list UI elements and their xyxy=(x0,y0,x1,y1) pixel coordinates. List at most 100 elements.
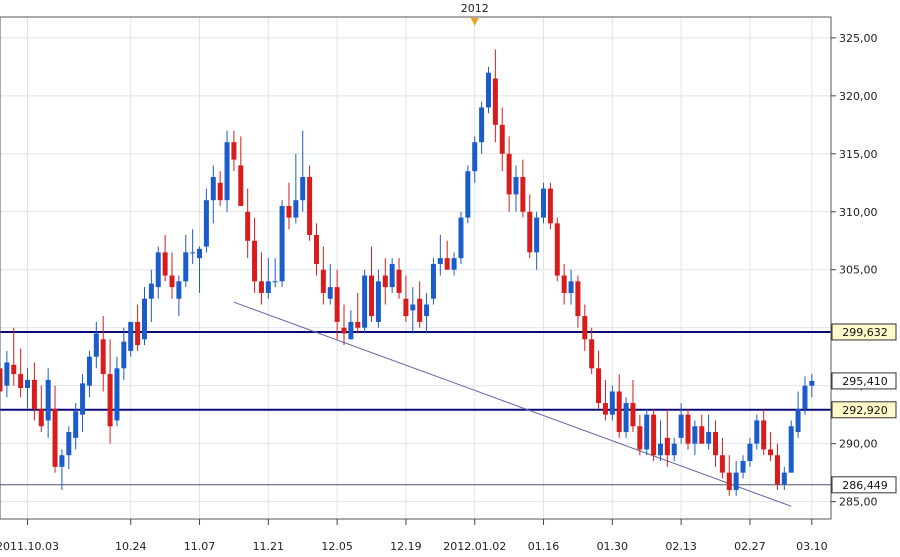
candle-body xyxy=(59,455,65,467)
candle-body xyxy=(93,333,99,357)
candle-body xyxy=(0,368,3,392)
year-marker-label: 2012 xyxy=(461,2,489,15)
candles xyxy=(0,49,815,496)
candle-body xyxy=(203,200,209,247)
candle-body xyxy=(300,176,306,201)
candle-body xyxy=(472,142,478,172)
candle-body xyxy=(781,472,787,485)
x-tick-label: 01.30 xyxy=(597,540,629,553)
candle-body xyxy=(513,176,519,195)
x-tick-label: 12.05 xyxy=(321,540,353,553)
x-tick-label: 12.19 xyxy=(390,540,422,553)
level-tag-label: 292,920 xyxy=(842,404,888,417)
candle-body xyxy=(307,176,313,235)
candle-body xyxy=(210,176,216,201)
candle-body xyxy=(258,281,264,293)
candle-body xyxy=(369,275,375,317)
level-tag-label: 286,449 xyxy=(842,479,888,492)
candle-body xyxy=(726,472,732,491)
candle-body xyxy=(327,287,333,299)
x-tick-label: 10.24 xyxy=(115,540,147,553)
candle-body xyxy=(362,275,368,328)
candle-body xyxy=(217,182,223,201)
candle-body xyxy=(348,321,354,340)
x-tick-label: 11.21 xyxy=(253,540,285,553)
candle-body xyxy=(651,414,657,456)
candle-body xyxy=(685,414,691,444)
candle-body xyxy=(45,379,51,421)
candle-body xyxy=(458,217,464,259)
candle-body xyxy=(38,408,44,427)
candle-body xyxy=(272,281,278,283)
candle-body xyxy=(437,258,443,264)
candle-body xyxy=(713,432,719,456)
candle-body xyxy=(788,426,794,473)
candle-body xyxy=(183,252,189,282)
candle-body xyxy=(499,124,505,154)
candle-body xyxy=(403,298,409,317)
candle-body xyxy=(554,223,560,276)
candle-body xyxy=(602,403,608,415)
x-tick-label: 11.07 xyxy=(184,540,216,553)
candle-body xyxy=(176,281,182,299)
candle-body xyxy=(616,391,622,433)
year-marker-icon xyxy=(470,18,479,26)
candle-body xyxy=(485,72,491,108)
candle-body xyxy=(699,426,705,444)
candle-body xyxy=(128,321,134,351)
x-tick-label: 01.16 xyxy=(528,540,560,553)
candle-body xyxy=(678,414,684,438)
level-tag-box xyxy=(831,401,897,419)
candle-body xyxy=(761,420,767,450)
x-tick-label: 02.27 xyxy=(734,540,766,553)
candle-body xyxy=(265,281,271,293)
candle-body xyxy=(279,205,285,282)
candle-body xyxy=(534,217,540,253)
candle-body xyxy=(155,252,161,288)
y-tick-label: 315,00 xyxy=(839,148,878,161)
candle-body xyxy=(197,248,203,259)
x-tick-label: 02.13 xyxy=(665,540,697,553)
x-axis: 2011.10.03 10.24 11.07 11.21 12.05 12.19 2012.… xyxy=(0,2,828,553)
candle-body xyxy=(252,240,258,282)
candle-body xyxy=(664,437,670,456)
last-price-tag-label: 295,410 xyxy=(842,375,888,388)
y-tick-label: 310,00 xyxy=(839,206,878,219)
candle-body xyxy=(25,379,31,388)
candle-body xyxy=(465,171,471,218)
candle-body xyxy=(80,383,86,415)
y-tick-label: 290,00 xyxy=(839,438,878,451)
candle-body xyxy=(100,339,106,375)
candle-body xyxy=(719,455,725,473)
candle-body xyxy=(795,408,801,433)
candle-body xyxy=(547,188,553,224)
candle-body xyxy=(231,142,237,160)
candle-body xyxy=(802,385,808,409)
candle-body xyxy=(31,379,37,409)
x-tick-label: 03.10 xyxy=(796,540,828,553)
y-tick-label: 320,00 xyxy=(839,90,878,103)
last-price-tag-box xyxy=(831,372,897,390)
candle-body xyxy=(224,142,230,201)
candle-body xyxy=(706,432,712,444)
candle-body xyxy=(114,368,120,421)
candle-body xyxy=(293,200,299,218)
y-tick-label: 325,00 xyxy=(839,32,878,45)
level-tag-label: 299,632 xyxy=(842,326,888,339)
trendline-layer xyxy=(233,301,792,507)
x-tick-label: 2011.10.03 xyxy=(0,540,59,553)
candle-body xyxy=(541,188,547,218)
candle-body xyxy=(561,275,567,293)
candle-body xyxy=(506,153,512,195)
candle-body xyxy=(568,281,574,293)
candle-body xyxy=(492,78,498,125)
candle-body xyxy=(774,455,780,485)
candle-body xyxy=(582,316,588,340)
trendline xyxy=(233,301,792,507)
candle-body xyxy=(86,356,92,386)
plot-frame xyxy=(0,16,832,520)
candle-body xyxy=(809,380,815,386)
candle-body xyxy=(238,165,244,206)
